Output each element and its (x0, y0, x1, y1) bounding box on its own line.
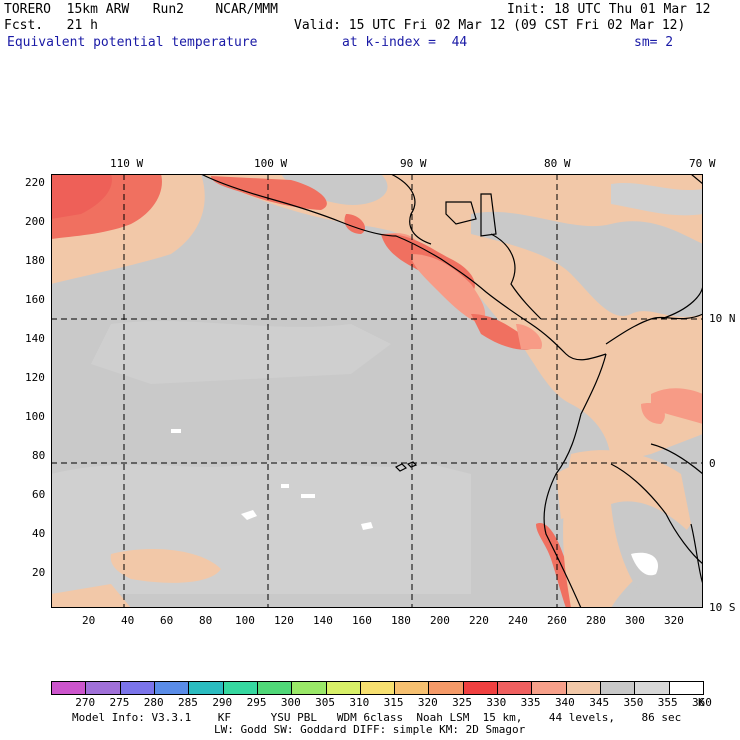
y-tick-140: 140 (25, 332, 45, 345)
colorbar-level-label: 310 (349, 696, 370, 709)
lat-label-10s: 10 S (709, 601, 736, 614)
x-tick-280: 280 (586, 614, 606, 627)
colorbar-swatch (463, 682, 499, 694)
x-tick-200: 200 (430, 614, 450, 627)
forecast-hour: Fcst. 21 h (4, 18, 98, 33)
colorbar-level-label: 290 (212, 696, 233, 709)
level-info: at k-index = 44 (342, 35, 468, 50)
colorbar-level-label: 295 (246, 696, 267, 709)
colorbar-swatch (326, 682, 361, 694)
physics-info: LW: Godd SW: Goddard DIFF: simple KM: 2D… (214, 723, 526, 736)
lon-label-80w: 80 W (544, 157, 571, 170)
colorbar-level-label: 335 (520, 696, 541, 709)
model-info: Model Info: V3.3.1 KF YSU PBL WDM 6class… (72, 711, 682, 724)
colorbar-level-label: 355 (657, 696, 678, 709)
x-tick-160: 160 (352, 614, 372, 627)
valid-time: Valid: 15 UTC Fri 02 Mar 12 (09 CST Fri … (294, 18, 686, 33)
colorbar-level-label: 325 (452, 696, 473, 709)
y-tick-220: 220 (25, 176, 45, 189)
x-tick-140: 140 (313, 614, 333, 627)
init-time: Init: 18 UTC Thu 01 Mar 12 (507, 2, 711, 17)
y-tick-80: 80 (32, 449, 46, 462)
colorbar-swatch (498, 682, 533, 694)
colorbar-swatch (52, 682, 87, 694)
x-tick-180: 180 (391, 614, 411, 627)
colorbar-level-label: 340 (554, 696, 575, 709)
x-tick-40: 40 (121, 614, 135, 627)
lon-label-90w: 90 W (400, 157, 427, 170)
y-tick-180: 180 (25, 254, 45, 267)
lat-label-0: 0 (709, 457, 716, 470)
x-tick-120: 120 (274, 614, 294, 627)
x-tick-300: 300 (625, 614, 645, 627)
theta-e-field (51, 174, 703, 608)
y-tick-120: 120 (25, 371, 45, 384)
y-tick-20: 20 (32, 566, 46, 579)
y-tick-100: 100 (25, 410, 45, 423)
x-tick-20: 20 (82, 614, 96, 627)
x-tick-320: 320 (664, 614, 684, 627)
lon-label-100w: 100 W (254, 157, 288, 170)
colorbar (51, 681, 704, 695)
colorbar-level-label: 280 (143, 696, 164, 709)
colorbar-level-label: 345 (589, 696, 610, 709)
colorbar-swatch (189, 682, 224, 694)
y-tick-60: 60 (32, 488, 46, 501)
colorbar-level-label: 300 (280, 696, 301, 709)
smoothing-info: sm= 2 (634, 35, 674, 50)
colorbar-level-label: 285 (178, 696, 198, 709)
colorbar-swatch (223, 682, 258, 694)
y-tick-160: 160 (25, 293, 45, 306)
colorbar-unit: K (698, 696, 705, 709)
colorbar-swatch (154, 682, 190, 694)
x-tick-100: 100 (235, 614, 255, 627)
colorbar-swatch (635, 682, 670, 694)
lon-label-70w: 70 W (689, 157, 716, 170)
lat-label-10n: 10 N (709, 312, 736, 325)
colorbar-swatch (120, 682, 155, 694)
x-tick-260: 260 (547, 614, 567, 627)
y-tick-200: 200 (25, 215, 45, 228)
colorbar-swatch (601, 682, 636, 694)
colorbar-swatch (292, 682, 327, 694)
map-frame (51, 174, 703, 608)
colorbar-level-label: 270 (75, 696, 96, 709)
colorbar-level-label: 330 (486, 696, 507, 709)
colorbar-swatch (566, 682, 601, 694)
colorbar-swatch (257, 682, 293, 694)
colorbar-swatch (395, 682, 430, 694)
x-tick-220: 220 (469, 614, 489, 627)
colorbar-level-label: 350 (623, 696, 644, 709)
colorbar-level-label: 305 (315, 696, 335, 709)
x-tick-60: 60 (160, 614, 174, 627)
colorbar-swatch (429, 682, 464, 694)
colorbar-level-label: 275 (109, 696, 130, 709)
x-tick-240: 240 (508, 614, 528, 627)
field-name: Equivalent potential temperature (7, 35, 258, 50)
lon-label-110w: 110 W (110, 157, 144, 170)
colorbar-level-label: 320 (417, 696, 438, 709)
model-title: TORERO 15km ARW Run2 NCAR/MMM (4, 2, 278, 17)
x-tick-80: 80 (199, 614, 213, 627)
colorbar-swatch (532, 682, 567, 694)
colorbar-swatch (669, 682, 703, 694)
colorbar-swatch (86, 682, 121, 694)
colorbar-swatch (360, 682, 396, 694)
y-tick-40: 40 (32, 527, 46, 540)
colorbar-level-label: 360 (692, 696, 712, 709)
colorbar-level-label: 315 (383, 696, 404, 709)
theta-e-map (51, 174, 703, 608)
